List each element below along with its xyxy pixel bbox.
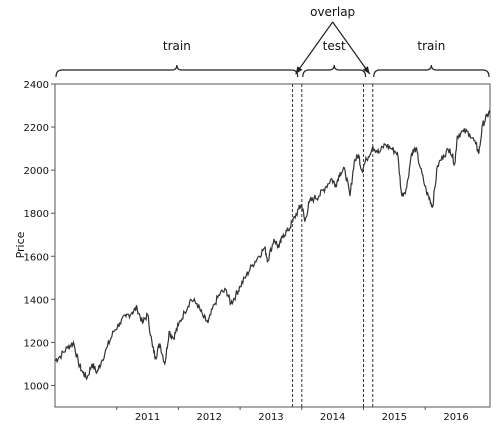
y-tick-label: 1800 [24,209,49,220]
overlap-label: overlap [310,5,355,19]
region-label: train [417,39,445,53]
axis-ticks: 1000 1200 1400 1600 1800 2000 2200 2400 2011 2012… [24,80,469,423]
x-tick-label: 2014 [320,412,345,423]
region-brace [55,64,299,78]
x-tick-label: 2012 [197,412,222,423]
plot-frame [54,83,491,408]
region-brace [302,64,367,78]
price-series-line [54,110,491,381]
y-tick-label: 1200 [24,338,49,349]
split-lines [292,84,374,407]
arrowhead-icon [295,66,303,74]
y-tick-label: 2000 [24,166,49,177]
y-axis-label: Price [14,231,27,258]
y-tick-label: 2400 [24,80,49,91]
region-brace [373,64,490,78]
y-tick-label: 1000 [24,381,49,392]
y-tick-label: 2200 [24,123,49,134]
overlap-arrow [295,21,334,75]
arrowhead-icon [362,66,370,74]
x-tick-label: 2011 [135,412,160,423]
x-tick-label: 2015 [382,412,407,423]
region-label: train [163,39,191,53]
x-tick-label: 2013 [258,412,283,423]
overlap-arrow [332,21,371,75]
x-tick-label: 2016 [443,412,468,423]
region-label: test [323,39,346,53]
y-tick-label: 1600 [24,252,49,263]
annotation-layer: train test train overlap [55,5,490,78]
y-tick-label: 1400 [24,295,49,306]
